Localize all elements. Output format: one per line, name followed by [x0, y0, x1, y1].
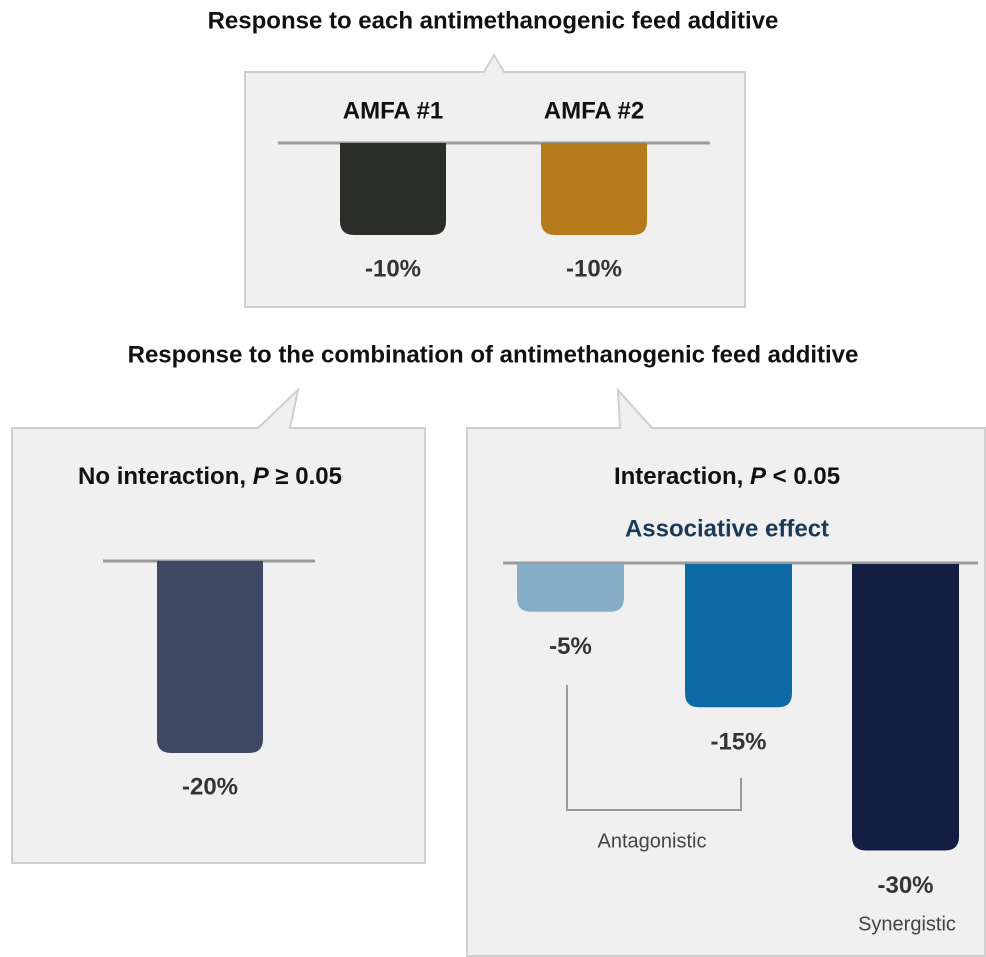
category-label: AMFA #1: [343, 97, 443, 124]
heading-part: P: [253, 463, 270, 490]
heading-part: Interaction,: [614, 463, 750, 490]
bar: [541, 143, 647, 235]
bar: [685, 564, 792, 708]
combination-title: Response to the combination of antimetha…: [128, 341, 859, 368]
bar: [340, 143, 446, 235]
value-label: -5%: [549, 633, 592, 660]
value-label: -20%: [182, 773, 238, 800]
heading-part: No interaction,: [78, 463, 253, 490]
panel: [244, 53, 746, 308]
heading-part: < 0.05: [766, 463, 840, 490]
panel-heading: No interaction, P ≥ 0.05: [78, 463, 342, 490]
top-title: Response to each antimethanogenic feed a…: [208, 7, 779, 34]
value-label: -10%: [365, 255, 421, 282]
annotation: Antagonistic: [598, 830, 707, 852]
subheading: Associative effect: [625, 515, 829, 542]
bar: [157, 561, 263, 753]
heading-part: P: [750, 463, 767, 490]
panel-heading: Interaction, P < 0.05: [614, 463, 840, 490]
annotation: Synergistic: [858, 913, 956, 935]
bracket: [566, 685, 742, 811]
value-label: -15%: [710, 729, 766, 756]
value-label: -10%: [566, 255, 622, 282]
bar: [852, 564, 959, 851]
category-label: AMFA #2: [544, 97, 644, 124]
bar: [517, 564, 624, 612]
value-label: -30%: [877, 872, 933, 899]
heading-part: ≥ 0.05: [269, 463, 342, 490]
